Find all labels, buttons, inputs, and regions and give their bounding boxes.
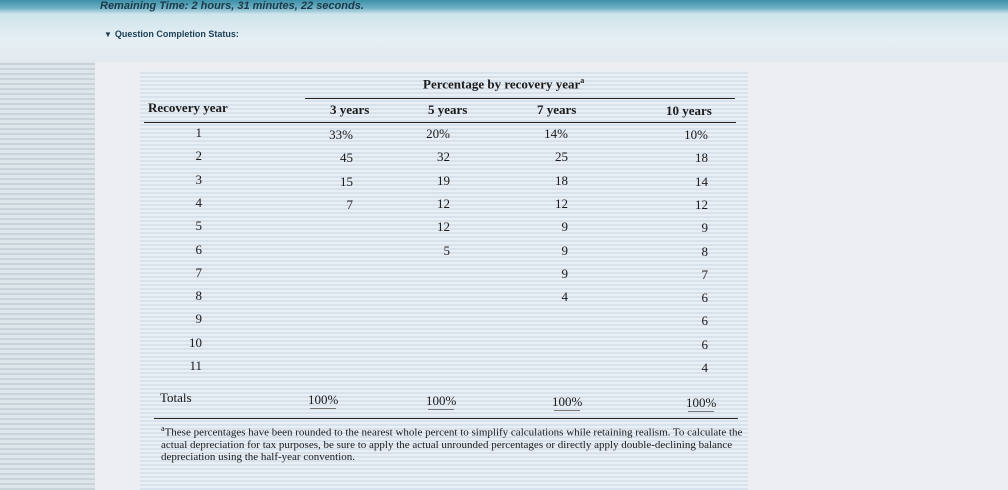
row-year-6: 6 [195,241,203,257]
completion-status-label: Question Completion Status: [114,29,239,39]
cell-year-3-col-2: 19 [437,172,450,188]
cell-year-1-col-1: 33% [329,127,353,142]
triangle-down-icon: ▼ [104,30,112,39]
depreciation-table-image: Percentage by recovery yeara Recovery ye… [140,70,748,490]
col-header-10: 10 years [666,103,712,118]
total-3: 100% [308,392,339,407]
cell-year-4-col-1: 7 [346,196,354,212]
cell-year-1-col-3: 14% [544,126,568,141]
cell-year-9-col-4: 6 [701,313,709,329]
totals-label: Totals [160,390,192,405]
cell-year-6-col-3: 9 [561,242,569,258]
cell-year-2-col-3: 25 [555,149,568,165]
cell-year-3-col-4: 14 [695,173,708,189]
col-header-3: 3 years [330,102,370,117]
cell-year-6-col-2: 5 [443,242,451,258]
row-year-3: 3 [195,171,203,187]
total-underline-10 [688,411,714,412]
col-header-5: 5 years [428,102,468,117]
cell-year-2-col-4: 18 [695,150,708,166]
super-header-text: Percentage by recovery year [423,76,581,92]
cell-year-10-col-4: 6 [701,336,709,352]
row-year-11: 11 [189,358,202,373]
cell-year-5-col-2: 12 [437,219,450,235]
row-year-9: 9 [195,311,203,327]
cell-year-4-col-3: 12 [555,195,568,211]
cell-year-4-col-4: 12 [695,196,708,212]
right-panel [748,70,1008,490]
row-year-1: 1 [195,125,203,140]
left-panel [0,0,95,490]
total-7: 100% [552,394,583,409]
cell-year-5-col-3: 9 [561,219,569,235]
footnote-mark: a [161,424,165,433]
row-year-2: 2 [195,148,203,164]
remaining-time: Remaining Time: 2 hours, 31 minutes, 22 … [100,0,364,12]
cell-year-7-col-3: 9 [561,265,569,281]
total-underline-7 [554,410,580,411]
super-header: Percentage by recovery yeara [423,76,584,92]
cell-year-3-col-1: 15 [340,173,353,189]
row-year-7: 7 [195,264,203,280]
total-10: 100% [686,395,717,410]
cell-year-11-col-4: 4 [701,360,709,375]
col-header-7: 7 years [537,102,577,117]
row-year-4: 4 [195,194,203,210]
cell-year-6-col-4: 8 [701,243,709,259]
top-bar: Remaining Time: 2 hours, 31 minutes, 22 … [0,0,1008,62]
header-rule [144,122,736,123]
cell-year-2-col-2: 32 [437,149,450,165]
total-5: 100% [426,393,457,408]
question-completion-status[interactable]: ▼ Question Completion Status: [104,29,239,39]
row-year-5: 5 [195,218,203,234]
cell-year-8-col-4: 6 [701,290,709,306]
cell-year-1-col-4: 10% [684,127,708,142]
cell-year-8-col-3: 4 [561,289,569,305]
super-header-rule [305,98,735,99]
footnote-rule [154,418,738,419]
row-header: Recovery year [148,100,228,115]
cell-year-7-col-4: 7 [701,266,709,282]
footnote: aThese percentages have been rounded to … [161,423,746,463]
row-year-8: 8 [195,288,203,304]
cell-year-4-col-2: 12 [437,195,450,211]
cell-year-5-col-4: 9 [701,220,709,236]
footnote-text: These percentages have been rounded to t… [161,426,743,463]
cell-year-2-col-1: 45 [340,150,353,166]
cell-year-3-col-3: 18 [555,172,568,188]
total-underline-3 [310,408,336,409]
cell-year-1-col-2: 20% [426,126,450,141]
super-header-mark: a [580,76,585,85]
row-year-10: 10 [189,334,202,350]
total-underline-5 [428,409,454,410]
